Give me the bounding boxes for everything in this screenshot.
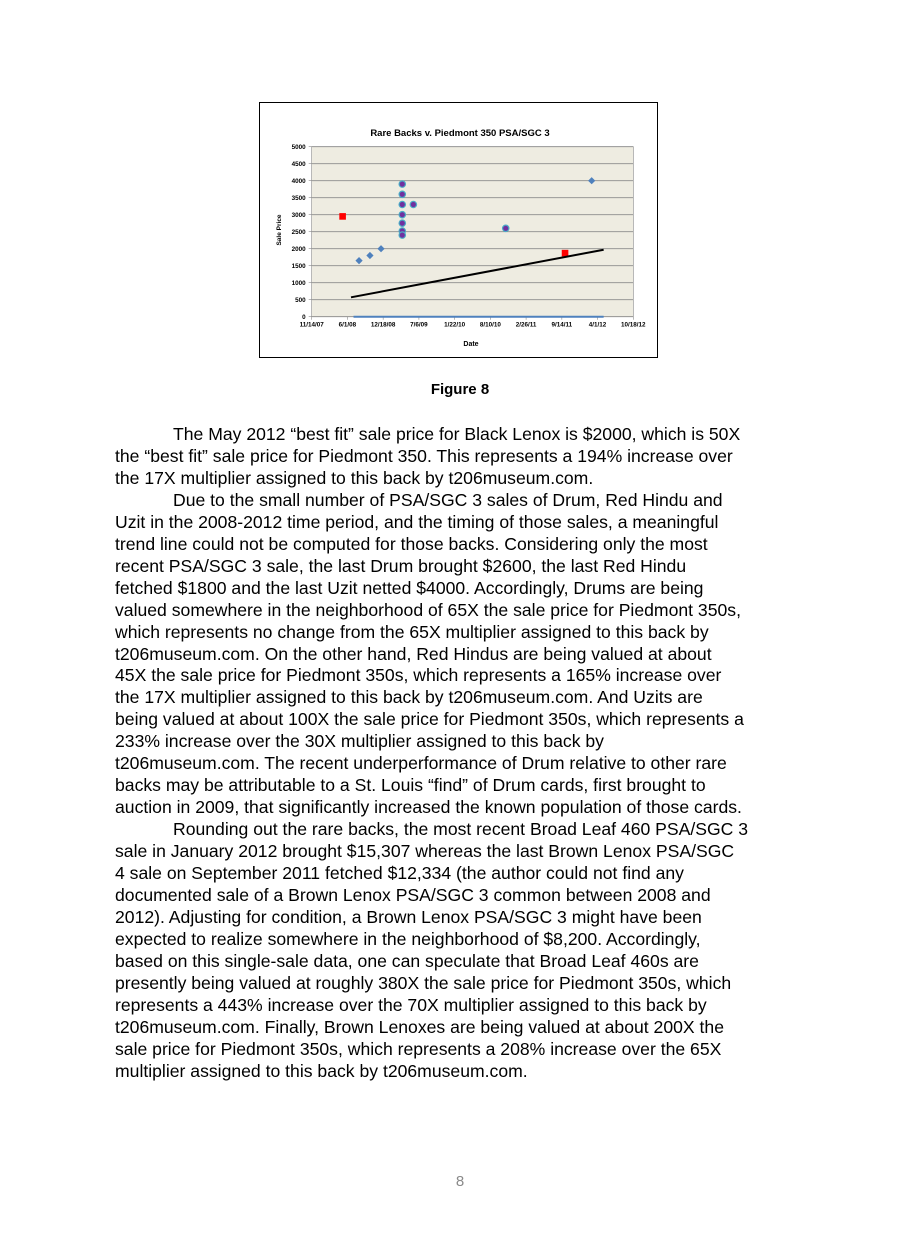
page-number: 8 [455,1173,465,1190]
text-line: sale price for Piedmont 350s, which repr… [115,1038,722,1059]
y-tick-label: 3000 [292,212,307,219]
paragraph: Due to the small number of PSA/SGC 3 sal… [115,490,815,819]
text-line: t206museum.com. The recent underperforma… [115,753,727,774]
x-tick-label: 1/22/10 [444,322,466,329]
x-tick-label: 9/14/11 [551,322,572,329]
text-line: backs may be attributable to a St. Louis… [115,775,706,796]
text-line: Due to the small number of PSA/SGC 3 sal… [173,489,723,510]
text-line: 233% increase over the 30X multiplier as… [115,731,604,752]
text-line: being valued at about 100X the sale pric… [115,709,744,730]
x-tick-label: 4/1/12 [589,322,607,329]
y-tick-label: 5000 [292,144,307,151]
text-line: t206museum.com. Finally, Brown Lenoxes a… [115,1016,724,1037]
circle-point [398,231,407,239]
y-tick-label: 2500 [292,229,307,236]
circle-point [398,180,407,188]
paragraph: Rounding out the rare backs, the most re… [115,819,815,1082]
text-line: which represents no change from the 65X … [115,621,709,642]
y-tick-label: 1500 [292,263,307,270]
chart-title: Rare Backs v. Piedmont 350 PSA/SGC 3 [370,128,549,139]
y-tick-label: 4000 [292,178,307,185]
paragraph: The May 2012 “best fit” sale price for B… [115,424,815,490]
x-tick-label: 2/26/11 [516,322,537,329]
square-point [339,213,346,220]
circle-point [398,219,407,228]
text-line: 2012). Adjusting for condition, a Brown … [115,906,702,927]
circle-point [398,190,407,199]
text-line: represents a 443% increase over the 70X … [115,994,707,1015]
text-line: valued somewhere in the neighborhood of … [115,599,741,620]
x-tick-label: 7/6/09 [410,322,428,329]
figure-caption: Figure 8 [430,381,490,398]
body-text: The May 2012 “best fit” sale price for B… [115,424,815,1083]
text-line: expected to realize somewhere in the nei… [115,928,701,949]
circle-point [398,210,407,219]
trend-line [350,248,604,299]
text-line: 45X the sale price for Piedmont 350s, wh… [115,665,722,686]
text-line: multiplier assigned to this back by t206… [115,1060,528,1081]
diamond-point [588,177,596,185]
text-line: the “best fit” sale price for Piedmont 3… [115,445,733,466]
text-line: The May 2012 “best fit” sale price for B… [173,424,741,444]
text-line: presently being valued at roughly 380X t… [115,972,732,993]
y-tick-label: 500 [295,297,306,304]
y-tick-label: 2000 [292,246,307,253]
x-tick-label: 8/10/10 [480,322,502,329]
x-axis-label: Date [463,341,478,348]
text-line: t206museum.com. On the other hand, Red H… [115,643,712,664]
y-tick-label: 3500 [292,195,307,202]
text-line: sale in January 2012 brought $15,307 whe… [115,841,735,862]
circle-point [398,200,407,209]
circle-point [409,200,418,209]
y-tick-label: 4500 [292,161,307,168]
text-line: based on this single-sale data, one can … [115,950,699,971]
square-point [561,249,569,257]
text-line: recent PSA/SGC 3 sale, the last Drum bro… [115,555,687,576]
text-line: auction in 2009, that significantly incr… [115,797,742,818]
x-tick-label: 6/1/08 [339,322,357,329]
text-line: Rounding out the rare backs, the most re… [173,819,749,840]
text-line: documented sale of a Brown Lenox PSA/SGC… [115,885,711,906]
text-line: Uzit in the 2008-2012 time period, and t… [115,511,719,532]
text-line: trend line could not be computed for tho… [115,533,708,554]
x-tick-label: 11/14/07 [300,322,325,329]
text-line: the 17X multiplier assigned to this back… [115,687,703,708]
x-tick-label: 12/18/08 [371,322,396,329]
x-tick-label: 10/18/12 [621,322,646,329]
figure-chart: 0 500 1000 1500 2000 2500 3000 3500 4000 4500 5000… [259,102,658,358]
text-line: the 17X multiplier assigned to this back… [115,467,594,488]
circle-point [501,224,510,233]
text-line: 4 sale on September 2011 fetched $12,334… [115,863,684,884]
scatter-chart: 0 500 1000 1500 2000 2500 3000 3500 4000 4500 5000… [276,128,646,348]
y-axis-label: Sale Price [276,214,283,245]
text-line: fetched $1800 and the last Uzit netted $… [115,577,704,598]
y-tick-label: 0 [302,314,306,321]
y-tick-label: 1000 [292,280,307,287]
